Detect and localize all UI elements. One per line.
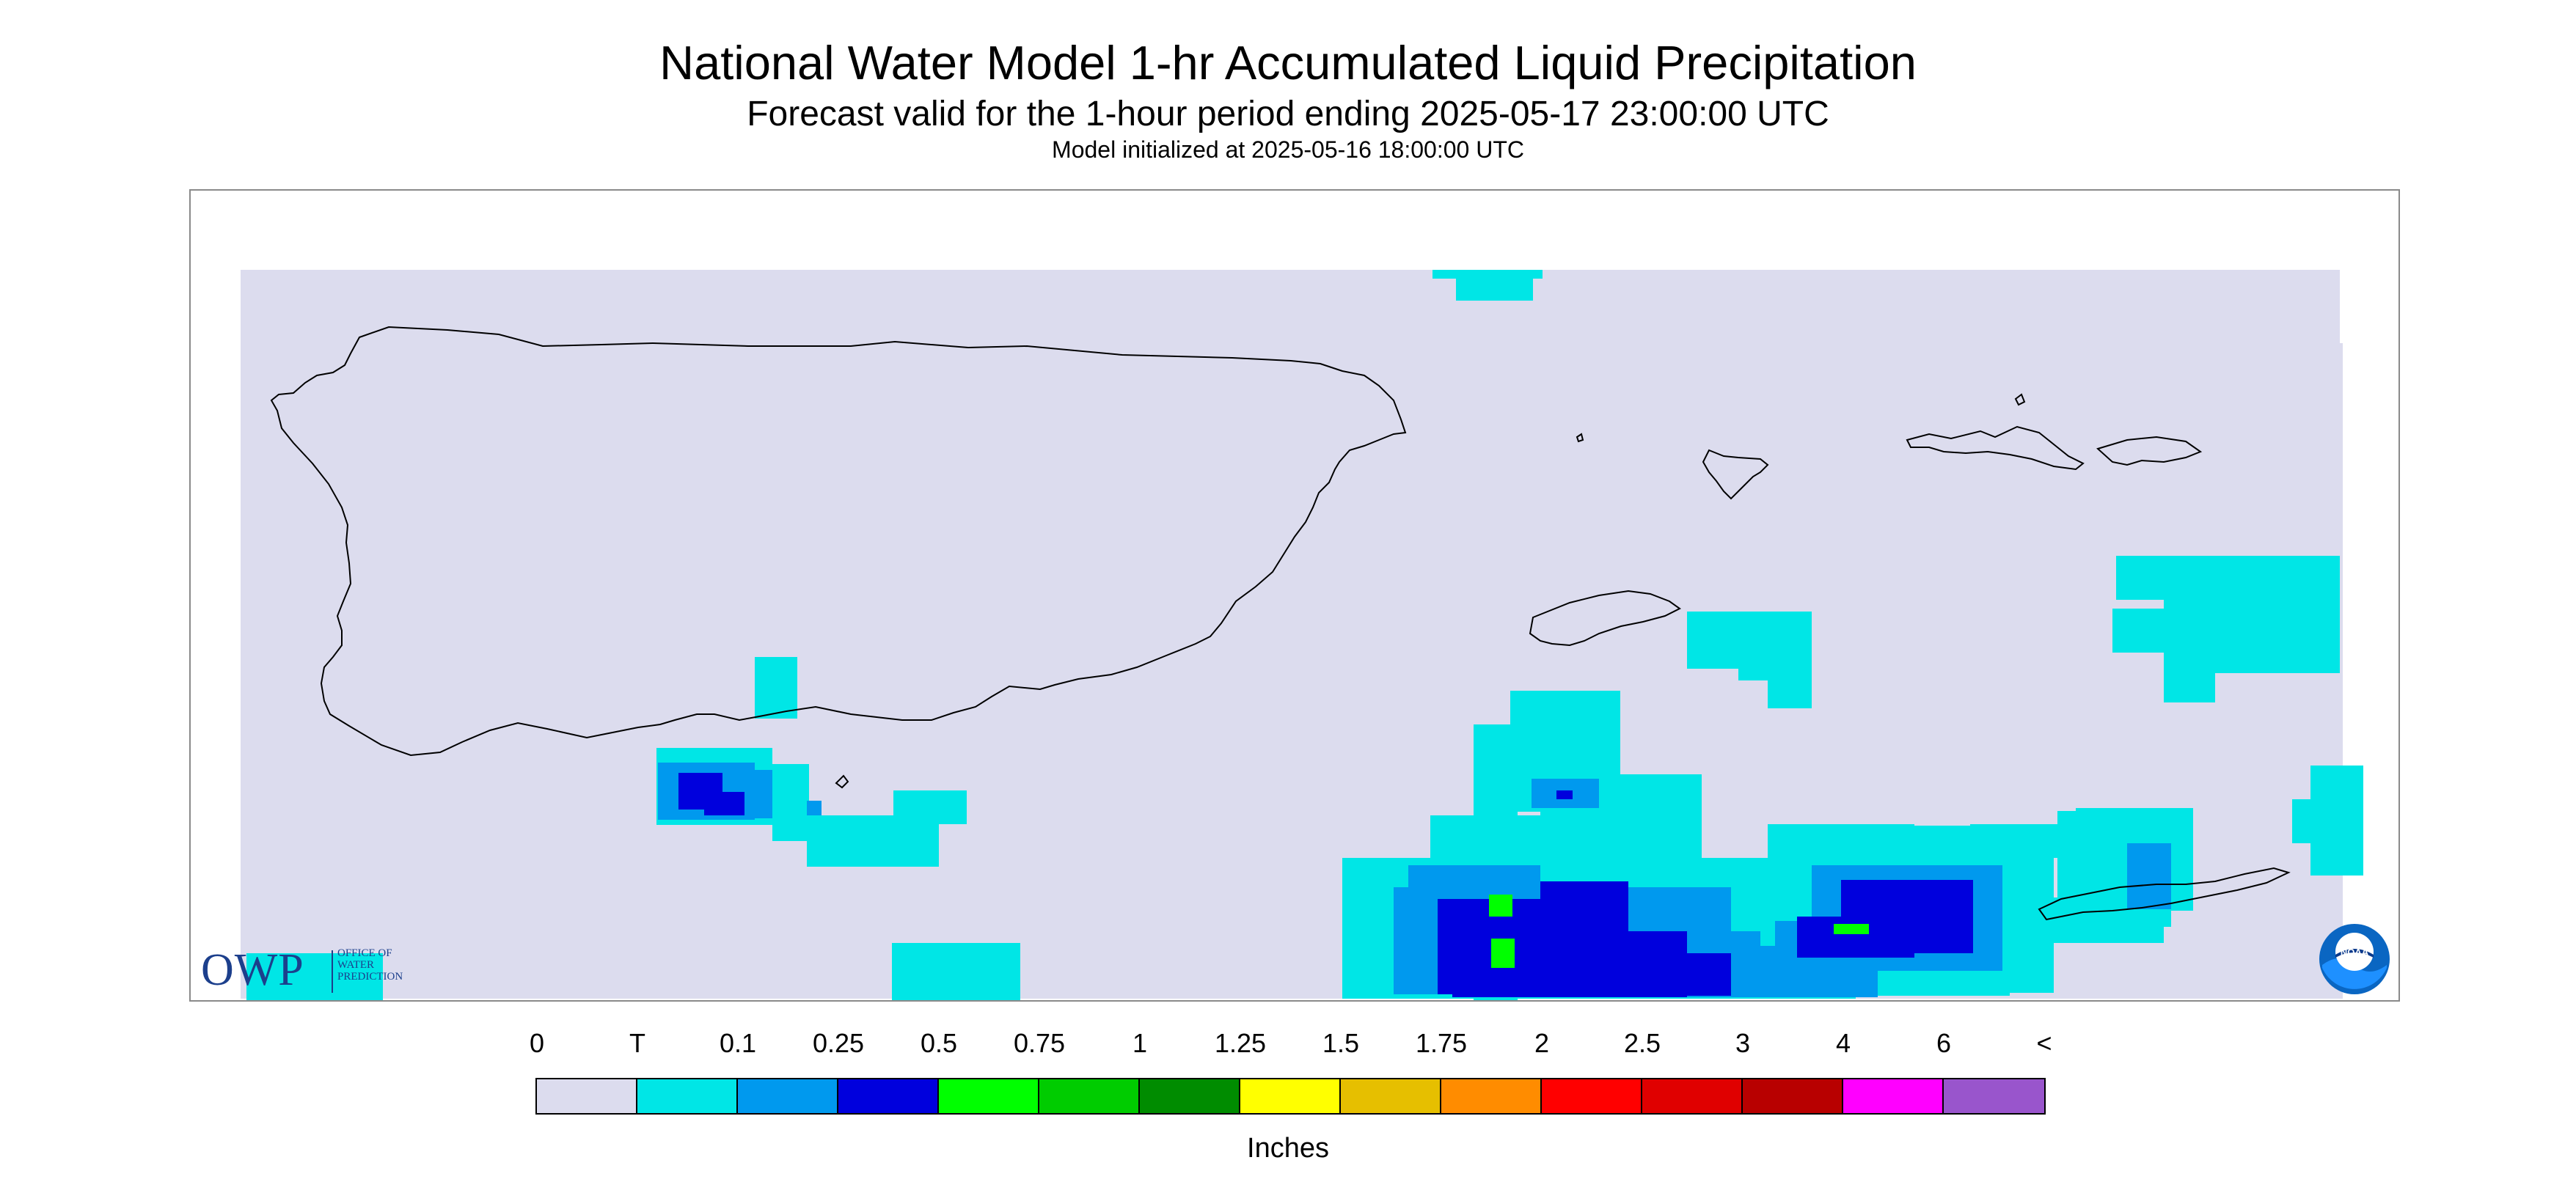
legend-label: 0.1 [719, 1028, 757, 1058]
legend-label: 2.5 [1623, 1028, 1661, 1058]
legend-swatch-14 [1944, 1079, 2044, 1113]
map-canvas [241, 270, 2398, 1000]
coastlines [270, 326, 2291, 921]
legend-swatch-3 [838, 1079, 939, 1113]
legend-swatch-12 [1743, 1079, 1843, 1113]
legend-swatch-1 [637, 1079, 738, 1113]
legend-label: T [629, 1028, 645, 1058]
model-initialized-note: Model initialized at 2025-05-16 18:00:00… [1052, 136, 1524, 163]
legend-label: 0 [529, 1028, 545, 1058]
precipitation-map: OWP OFFICE OF WATER PREDICTION NOAA [189, 189, 2400, 1002]
legend-units: Inches [1247, 1133, 1329, 1164]
legend-swatch-6 [1140, 1079, 1240, 1113]
owp-logo-divider [332, 950, 333, 993]
st-thomas-coastline [1906, 425, 2085, 471]
forecast-valid-subtitle: Forecast valid for the 1-hour period end… [747, 95, 1829, 133]
legend-label: 0.75 [1013, 1028, 1066, 1058]
legend-colorbar [535, 1078, 2046, 1115]
noaa-logo: NOAA [2319, 924, 2390, 994]
missing-area-right [2340, 270, 2398, 343]
islet-2 [1576, 433, 1584, 443]
puerto-rico-coastline [270, 326, 1407, 757]
legend-label: 1 [1132, 1028, 1148, 1058]
legend-swatch-0 [537, 1079, 637, 1113]
legend-swatch-4 [939, 1079, 1039, 1113]
legend-label: 0.25 [812, 1028, 865, 1058]
legend-swatch-9 [1441, 1079, 1542, 1113]
vieques-coastline [1529, 590, 1681, 647]
legend-label: 6 [1936, 1028, 1952, 1058]
legend-swatch-8 [1341, 1079, 1441, 1113]
heavy-precip-areas [1489, 895, 1869, 968]
islet-1 [835, 774, 849, 789]
legend-label: 1.5 [1322, 1028, 1360, 1058]
owp-logo-main: OWP [201, 945, 304, 995]
culebra-coastline [1702, 449, 1769, 500]
st-croix-coastline [2038, 867, 2291, 921]
map-title: National Water Model 1-hr Accumulated Li… [659, 36, 1917, 89]
legend-label: 2 [1534, 1028, 1550, 1058]
legend-label: < [2036, 1028, 2052, 1058]
legend-swatch-5 [1039, 1079, 1140, 1113]
legend-swatch-11 [1642, 1079, 1743, 1113]
legend-swatch-13 [1843, 1079, 1944, 1113]
owp-logo-text: OFFICE OF WATER PREDICTION [337, 947, 403, 983]
noaa-logo-text: NOAA [2341, 947, 2369, 958]
st-john-coastline [2096, 436, 2203, 466]
legend-labels: 0 T 0.1 0.25 0.5 0.75 1 1.25 1.5 1.75 2 2.5 3 4 6 < [0, 1028, 2576, 1072]
legend-label: 4 [1835, 1028, 1851, 1058]
islet-3 [2014, 393, 2026, 406]
legend-label: 1.25 [1214, 1028, 1267, 1058]
legend-swatch-2 [738, 1079, 838, 1113]
legend-label: 0.5 [920, 1028, 958, 1058]
legend-label: 1.75 [1415, 1028, 1468, 1058]
legend-swatch-10 [1542, 1079, 1642, 1113]
legend-swatch-7 [1240, 1079, 1341, 1113]
legend-label: 3 [1735, 1028, 1751, 1058]
